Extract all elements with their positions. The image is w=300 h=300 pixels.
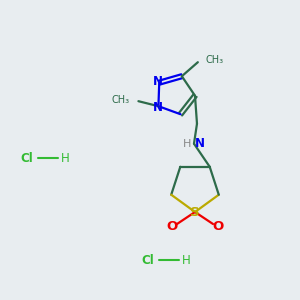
Text: CH₃: CH₃ xyxy=(206,55,224,65)
Text: CH₃: CH₃ xyxy=(111,95,129,105)
Text: H: H xyxy=(182,254,190,266)
Text: S: S xyxy=(190,206,200,218)
Text: N: N xyxy=(153,75,163,88)
Text: Cl: Cl xyxy=(142,254,154,266)
Text: N: N xyxy=(152,101,162,114)
Text: H: H xyxy=(183,139,191,149)
Text: O: O xyxy=(212,220,224,233)
Text: Cl: Cl xyxy=(21,152,33,164)
Text: N: N xyxy=(195,137,205,150)
Text: O: O xyxy=(167,220,178,233)
Text: H: H xyxy=(61,152,69,164)
